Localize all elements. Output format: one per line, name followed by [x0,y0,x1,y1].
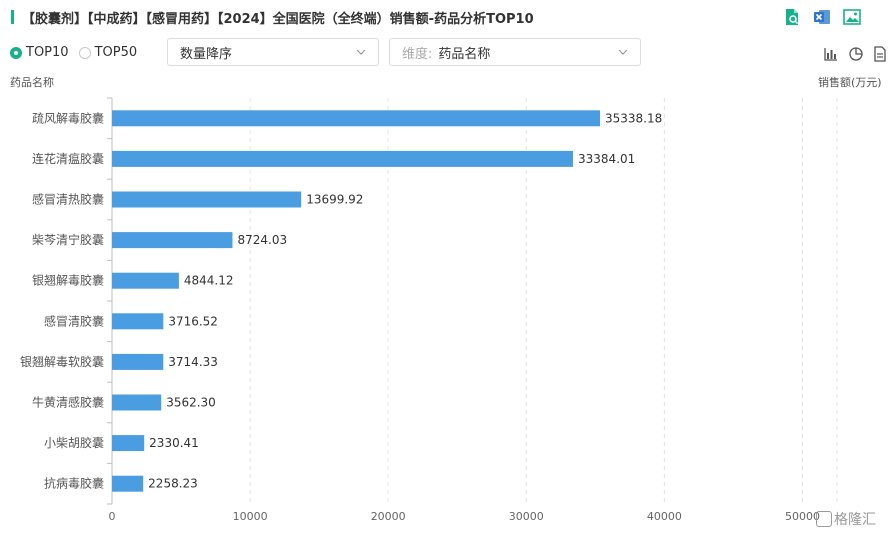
radio-top50-label: TOP50 [94,45,138,60]
page-title: 【胶囊剂】【中成药】【感冒用药】【2024】全国医院（全终端）销售额-药品分析T… [22,12,534,27]
category-label: 银翘解毒胶囊 [32,273,104,288]
category-label: 小柴胡胶囊 [44,435,104,450]
radio-top50-indicator[interactable] [78,46,91,59]
chevron-down-icon [356,49,366,55]
radio-top10[interactable]: TOP10 [10,45,69,60]
bar-chart-icon[interactable] [823,46,839,62]
bar [112,394,162,411]
x-axis-title: 销售额(万元) [818,76,882,89]
sort-select[interactable]: 数量降序 [167,38,379,66]
bar [112,232,233,249]
bar-value-label: 4844.12 [184,274,234,288]
image-export-icon[interactable] [843,8,861,26]
bar [112,435,145,452]
category-label: 柴芩清宁胶囊 [32,232,104,247]
watermark: 格隆汇 [816,509,876,529]
category-label: 银翘解毒软胶囊 [20,354,104,369]
dimension-select[interactable]: 维度: 药品名称 [389,38,641,66]
title-bar: 【胶囊剂】【中成药】【感冒用药】【2024】全国医院（全终端）销售额-药品分析T… [0,0,890,34]
bar [112,110,601,127]
category-label: 感冒清胶囊 [44,313,104,328]
bar-value-label: 35338.18 [605,111,662,125]
bar [112,191,302,208]
category-label: 疏风解毒胶囊 [32,110,104,125]
bar-value-label: 8724.03 [237,233,287,247]
radio-top10-indicator[interactable] [10,46,22,59]
bar [112,150,574,167]
bar [112,353,164,370]
dimension-select-prefix: 维度: [402,46,433,62]
category-label: 抗病毒胶囊 [44,476,104,491]
sort-select-value: 数量降序 [180,46,233,62]
top-n-radio-group: TOP10 TOP50 [10,45,147,60]
category-label: 感冒清热胶囊 [32,192,104,207]
x-tick-label: 50000 [785,510,820,523]
x-tick-label: 40000 [647,510,682,523]
bar-value-label: 3714.33 [168,355,218,369]
x-tick-label: 30000 [509,510,544,523]
x-tick-label: 0 [109,510,116,523]
title-accent-bar [11,10,14,24]
chevron-down-icon [618,49,628,55]
x-tick-label: 20000 [371,510,406,523]
bar-value-label: 3562.30 [166,396,216,410]
bar [112,272,179,289]
bar [112,475,144,492]
x-tick-label: 10000 [233,510,268,523]
category-label: 牛黄清感胶囊 [32,395,104,410]
table-icon[interactable] [872,46,888,62]
bar-value-label: 13699.92 [306,193,363,207]
watermark-logo-icon [816,511,832,527]
excel-export-icon[interactable] [813,8,831,26]
pie-chart-icon[interactable] [848,46,864,62]
bar-value-label: 3716.52 [168,314,218,328]
radio-top10-label: TOP10 [26,45,69,60]
bar-value-label: 33384.01 [578,152,635,166]
bar-value-label: 2258.23 [148,477,198,491]
radio-top50[interactable]: TOP50 [78,45,138,60]
document-search-icon[interactable] [783,8,801,26]
category-label: 连花清瘟胶囊 [32,151,104,166]
y-axis-title: 药品名称 [10,76,54,89]
bar-value-label: 2330.41 [149,436,199,450]
bar [112,313,164,330]
dimension-select-value: 药品名称 [438,46,491,62]
watermark-text: 格隆汇 [834,512,876,528]
